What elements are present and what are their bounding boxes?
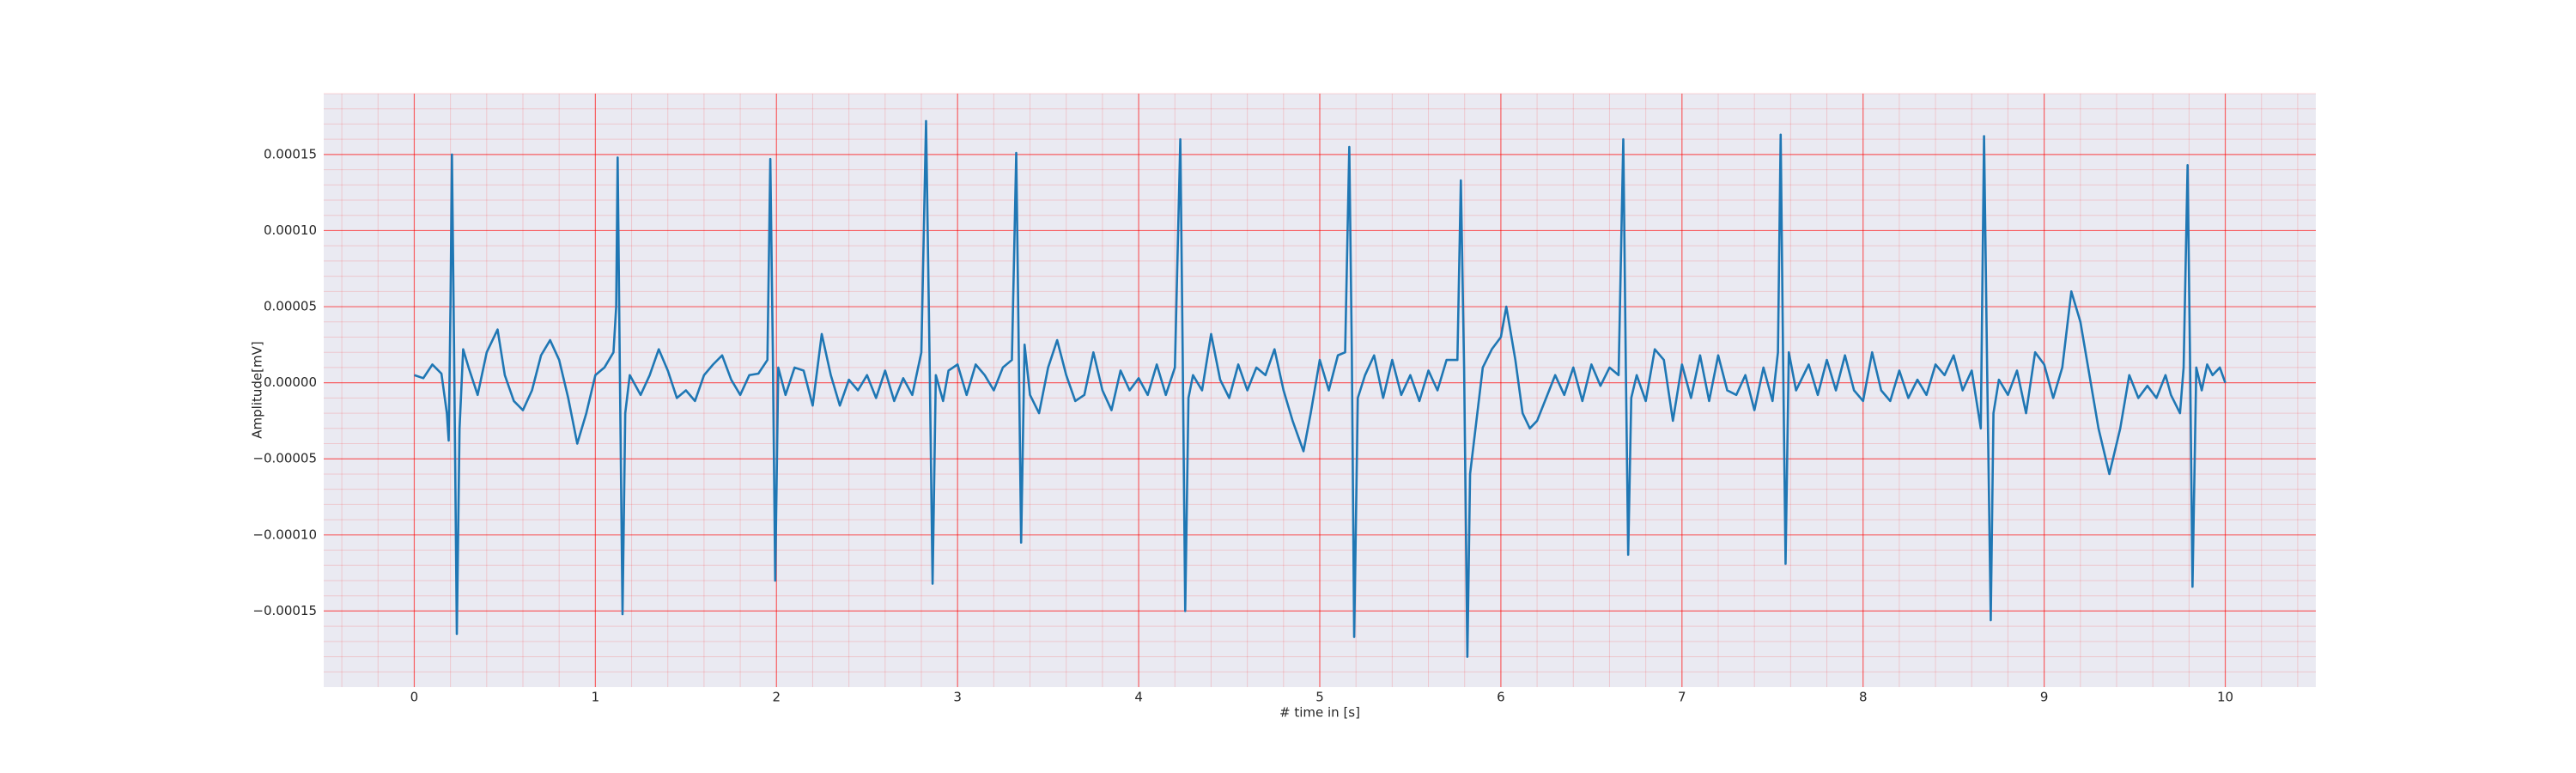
y-tick-label: 0.00005	[264, 299, 317, 314]
y-tick-label: 0.00015	[264, 146, 317, 161]
x-axis-label: # time in [s]	[1279, 705, 1360, 721]
y-tick-label: 0.00000	[264, 374, 317, 390]
signal-line	[414, 119, 2227, 658]
x-tick-label: 0	[410, 690, 419, 705]
y-tick-label: 0.00010	[264, 222, 317, 238]
y-axis-label: Amplitude[mV]	[250, 341, 265, 438]
x-tick-label: 10	[2217, 690, 2233, 705]
x-tick-label: 9	[2040, 690, 2049, 705]
x-tick-label: 4	[1134, 690, 1143, 705]
y-tick-label: −0.00005	[252, 451, 317, 466]
x-tick-label: 8	[1859, 690, 1868, 705]
x-tick-label: 5	[1315, 690, 1324, 705]
x-tick-label: 6	[1497, 690, 1505, 705]
x-tick-label: 2	[772, 690, 781, 705]
x-tick-label: 1	[592, 690, 600, 705]
y-tick-label: −0.00015	[252, 603, 317, 618]
x-tick-label: 7	[1678, 690, 1686, 705]
x-tick-label: 3	[953, 690, 962, 705]
y-tick-label: −0.00010	[252, 526, 317, 542]
